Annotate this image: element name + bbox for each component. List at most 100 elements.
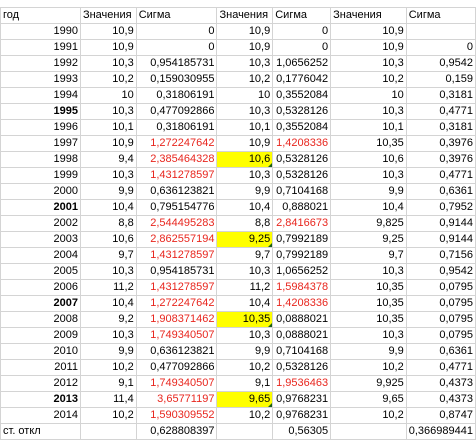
value-cell[interactable]: 10,3 xyxy=(79,103,137,120)
value-cell[interactable]: 10,1 xyxy=(79,119,137,136)
std-dev-label[interactable]: ст. откл xyxy=(0,423,81,440)
value-cell[interactable]: 10,3 xyxy=(79,263,137,280)
value-cell[interactable]: 9,65 xyxy=(216,391,274,408)
sigma-cell[interactable]: 0,31806191 xyxy=(135,87,218,104)
year-cell[interactable]: 1991 xyxy=(0,39,81,56)
value-cell[interactable]: 10,4 xyxy=(79,199,137,216)
sigma-cell[interactable]: 0,0795 xyxy=(405,327,476,344)
value-cell[interactable]: 10,9 xyxy=(79,135,137,152)
sigma-cell[interactable]: 0,0795 xyxy=(405,279,476,296)
value-cell[interactable]: 10,2 xyxy=(330,359,407,376)
sigma-cell[interactable]: 0,9144 xyxy=(405,215,476,232)
value-cell[interactable]: 10,9 xyxy=(79,23,137,40)
column-header[interactable]: Сигма xyxy=(405,7,476,24)
year-cell[interactable]: 2003 xyxy=(0,231,81,248)
sigma-cell[interactable]: 0,0888021 xyxy=(272,327,332,344)
value-cell[interactable]: 10,3 xyxy=(216,263,274,280)
column-header[interactable]: Значения xyxy=(330,7,407,24)
value-cell[interactable]: 10,3 xyxy=(79,167,137,184)
value-cell[interactable]: 9,1 xyxy=(216,375,274,392)
sigma-cell[interactable]: 0,9542 xyxy=(405,55,476,72)
sigma-cell[interactable]: 1,749340507 xyxy=(135,375,218,392)
column-header[interactable]: Значения xyxy=(79,7,137,24)
sigma-cell[interactable]: 0,0888021 xyxy=(272,311,332,328)
sigma-cell[interactable]: 1,4208336 xyxy=(272,135,332,152)
sigma-cell[interactable]: 0,954185731 xyxy=(135,55,218,72)
value-cell[interactable]: 10,4 xyxy=(216,199,274,216)
sigma-cell[interactable]: 0,636123821 xyxy=(135,343,218,360)
year-cell[interactable]: 2009 xyxy=(0,327,81,344)
value-cell[interactable]: 9,825 xyxy=(330,215,407,232)
value-cell[interactable]: 10,2 xyxy=(79,407,137,424)
sigma-cell[interactable]: 0,5328126 xyxy=(272,167,332,184)
sigma-cell[interactable]: 0 xyxy=(272,23,332,40)
year-cell[interactable]: 1994 xyxy=(0,87,81,104)
value-cell[interactable]: 10,3 xyxy=(330,103,407,120)
sigma-cell[interactable]: 0,31806191 xyxy=(135,119,218,136)
sigma-cell[interactable]: 1,431278597 xyxy=(135,167,218,184)
value-cell[interactable]: 9,9 xyxy=(330,343,407,360)
sigma-cell[interactable]: 0,477092866 xyxy=(135,359,218,376)
sigma-cell[interactable]: 0,4373 xyxy=(405,391,476,408)
value-cell[interactable]: 10,9 xyxy=(330,23,407,40)
sigma-cell[interactable]: 0 xyxy=(135,23,218,40)
sigma-cell[interactable]: 0,5328126 xyxy=(272,151,332,168)
year-cell[interactable]: 2013 xyxy=(0,391,81,408)
sigma-cell[interactable]: 1,4208336 xyxy=(272,295,332,312)
value-cell[interactable]: 10,4 xyxy=(79,295,137,312)
value-cell[interactable]: 10,2 xyxy=(79,71,137,88)
sigma-cell[interactable]: 2,8416673 xyxy=(272,215,332,232)
year-cell[interactable]: 2001 xyxy=(0,199,81,216)
sigma-cell[interactable]: 1,908371462 xyxy=(135,311,218,328)
year-cell[interactable]: 1992 xyxy=(0,55,81,72)
year-cell[interactable]: 2000 xyxy=(0,183,81,200)
sigma-cell[interactable]: 0,888021 xyxy=(272,199,332,216)
sigma-cell[interactable]: 1,0656252 xyxy=(272,55,332,72)
column-header[interactable]: Сигма xyxy=(272,7,332,24)
year-cell[interactable]: 1999 xyxy=(0,167,81,184)
sigma-cell[interactable]: 0,159 xyxy=(405,71,476,88)
value-cell[interactable]: 9,1 xyxy=(79,375,137,392)
value-cell[interactable]: 9,4 xyxy=(79,151,137,168)
std-dev-value[interactable]: 0,56305 xyxy=(272,423,332,440)
value-cell[interactable]: 10,3 xyxy=(79,55,137,72)
value-cell[interactable]: 10,3 xyxy=(216,167,274,184)
sigma-cell[interactable]: 1,590309552 xyxy=(135,407,218,424)
year-cell[interactable]: 2002 xyxy=(0,215,81,232)
value-cell[interactable]: 10,3 xyxy=(330,263,407,280)
value-cell[interactable]: 10,3 xyxy=(330,55,407,72)
value-cell[interactable]: 9,9 xyxy=(216,343,274,360)
sigma-cell[interactable]: 0 xyxy=(135,39,218,56)
value-cell[interactable]: 10,35 xyxy=(216,311,274,328)
sigma-cell[interactable]: 0,0795 xyxy=(405,311,476,328)
sigma-cell[interactable]: 0,8747 xyxy=(405,407,476,424)
sigma-cell[interactable]: 1,0656252 xyxy=(272,263,332,280)
value-cell[interactable]: 10,3 xyxy=(216,327,274,344)
value-cell[interactable]: 10,9 xyxy=(216,23,274,40)
value-cell[interactable]: 11,2 xyxy=(79,279,137,296)
sigma-cell[interactable]: 2,385464328 xyxy=(135,151,218,168)
sigma-cell[interactable]: 0,0795 xyxy=(405,295,476,312)
value-cell[interactable]: 10,2 xyxy=(330,407,407,424)
sigma-cell[interactable]: 0,4771 xyxy=(405,167,476,184)
std-dev-value[interactable]: 0,628808397 xyxy=(135,423,218,440)
value-cell[interactable]: 9,925 xyxy=(330,375,407,392)
sigma-cell[interactable]: 1,431278597 xyxy=(135,279,218,296)
sigma-cell[interactable]: 1,431278597 xyxy=(135,247,218,264)
column-header[interactable]: Значения xyxy=(216,7,274,24)
sigma-cell[interactable]: 0,9768231 xyxy=(272,407,332,424)
value-cell[interactable]: 9,9 xyxy=(330,183,407,200)
value-cell[interactable]: 9,7 xyxy=(79,247,137,264)
value-cell[interactable]: 9,9 xyxy=(216,183,274,200)
value-cell[interactable]: 11,4 xyxy=(79,391,137,408)
value-cell[interactable]: 10,2 xyxy=(216,71,274,88)
year-cell[interactable]: 2005 xyxy=(0,263,81,280)
column-header[interactable]: Сигма xyxy=(135,7,218,24)
value-cell[interactable]: 10,35 xyxy=(330,311,407,328)
value-cell[interactable]: 10,35 xyxy=(330,279,407,296)
value-cell[interactable]: 10,35 xyxy=(330,295,407,312)
sigma-cell[interactable]: 2,862557194 xyxy=(135,231,218,248)
sigma-cell[interactable]: 0,4771 xyxy=(405,103,476,120)
column-header[interactable]: год xyxy=(0,7,81,24)
value-cell[interactable]: 10,4 xyxy=(216,295,274,312)
